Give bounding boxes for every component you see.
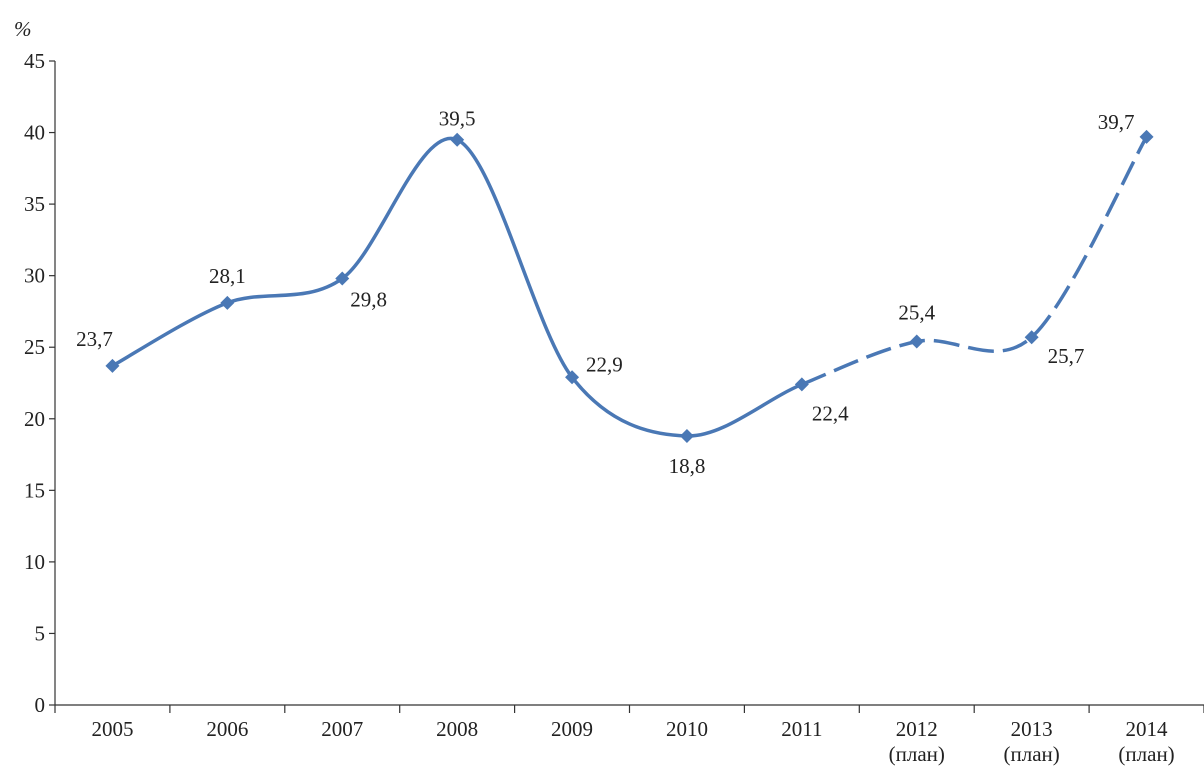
x-tick-label: 2011 — [781, 717, 822, 741]
chart-series — [111, 135, 1149, 438]
data-point-marker — [335, 271, 350, 286]
data-point-marker — [450, 132, 465, 147]
y-tick-label: 30 — [24, 264, 45, 288]
y-axis-unit-label: % — [14, 17, 32, 41]
data-label: 39,5 — [439, 107, 476, 131]
data-point-marker — [105, 358, 120, 373]
x-tick-label: 2009 — [551, 717, 593, 741]
x-tick-label: (план) — [889, 742, 945, 766]
x-tick-label: 2005 — [91, 717, 133, 741]
series-line-planned — [801, 135, 1149, 387]
data-point-marker — [1139, 129, 1154, 144]
data-point-marker — [909, 334, 924, 349]
data-point-marker — [794, 377, 809, 392]
x-tick-label: 2014 — [1126, 717, 1169, 741]
data-point-marker — [1024, 330, 1039, 345]
chart-markers — [105, 129, 1154, 443]
x-tick-label: (план) — [1118, 742, 1174, 766]
y-tick-label: 10 — [24, 550, 45, 574]
y-tick-label: 5 — [35, 621, 46, 645]
data-label: 39,7 — [1098, 110, 1135, 134]
y-tick-label: 35 — [24, 192, 45, 216]
data-label: 22,9 — [586, 352, 623, 376]
y-tick-label: 15 — [24, 478, 45, 502]
data-label: 18,8 — [669, 454, 706, 478]
chart-data-labels: 23,7 28,1 29,8 39,5 22,9 18,8 22,4 25,4 25,7 39,7 — [76, 107, 1134, 478]
data-label: 25,4 — [898, 300, 935, 324]
data-label: 28,1 — [209, 264, 246, 288]
y-tick-label: 25 — [24, 335, 45, 359]
x-tick-label: 2008 — [436, 717, 478, 741]
x-tick-label: (план) — [1004, 742, 1060, 766]
data-label: 22,4 — [812, 401, 849, 425]
y-tick-label: 20 — [24, 407, 45, 431]
x-tick-label: 2007 — [321, 717, 363, 741]
data-point-marker — [220, 295, 235, 310]
y-tick-label: 0 — [35, 693, 46, 717]
x-tick-label: 2010 — [666, 717, 708, 741]
data-label: 25,7 — [1048, 344, 1085, 368]
x-tick-label: 2006 — [206, 717, 248, 741]
chart-axes: 0 5 10 15 20 25 30 35 40 45% 2005 2006 2007 2008 2009 2… — [14, 17, 1204, 766]
y-tick-label: 40 — [24, 121, 45, 145]
x-tick-label: 2013 — [1011, 717, 1053, 741]
y-tick-label: 45 — [24, 49, 45, 73]
x-tick-label: 2012 — [896, 717, 938, 741]
data-label: 23,7 — [76, 327, 113, 351]
data-point-marker — [679, 428, 694, 443]
data-label: 29,8 — [350, 288, 387, 312]
data-point-marker — [565, 370, 580, 385]
